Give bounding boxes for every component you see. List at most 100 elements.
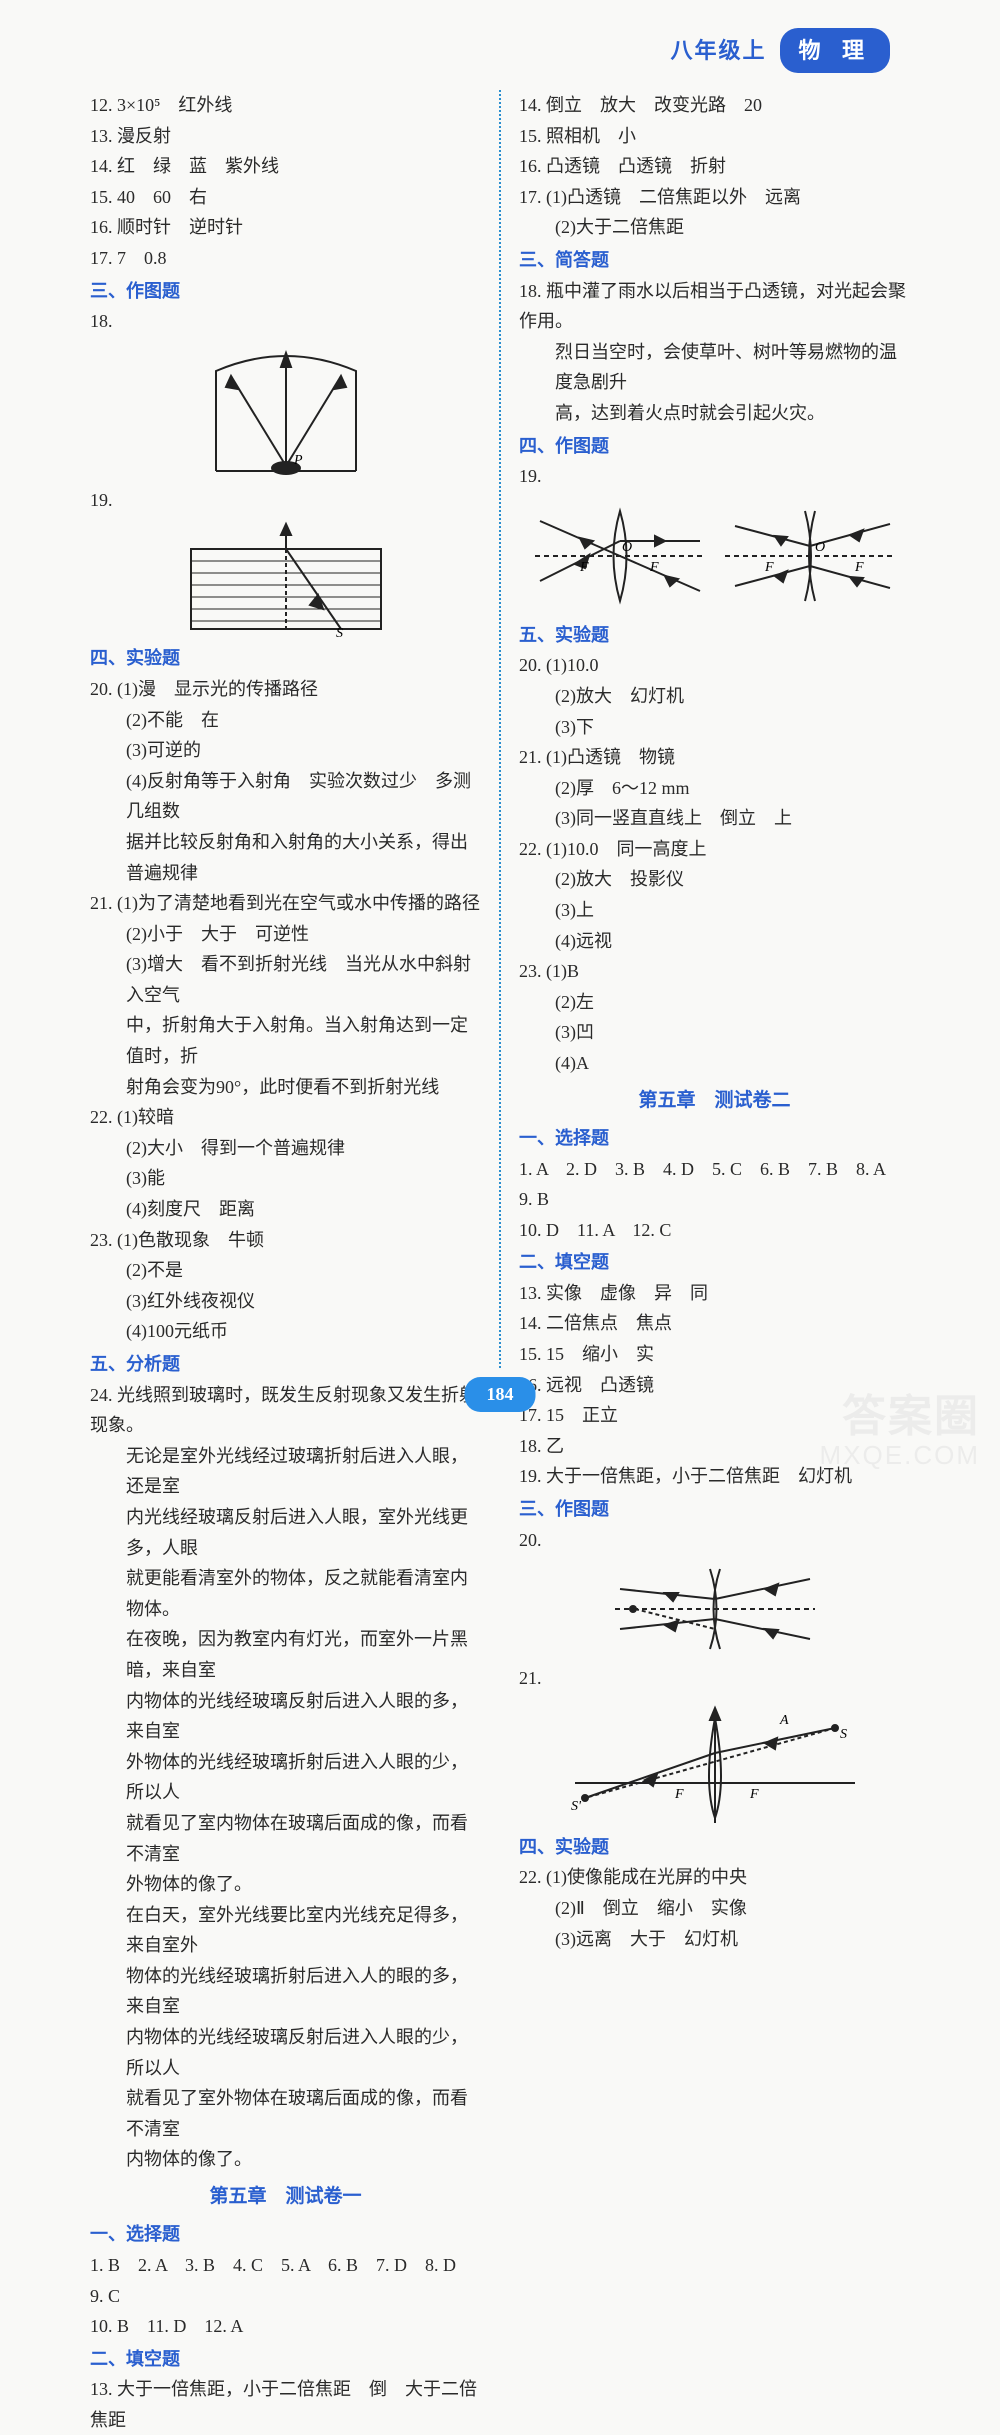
text-line: 15. 15 缩小 实 (519, 1339, 910, 1370)
section-heading: 一、选择题 (90, 2219, 481, 2250)
label-S: S (840, 1727, 847, 1742)
label-S: S (336, 626, 343, 639)
section-heading: 三、简答题 (519, 245, 910, 276)
text-line: 14. 二倍焦点 焦点 (519, 1308, 910, 1339)
content-columns: 12. 3×10⁵ 红外线 13. 漫反射 14. 红 绿 蓝 紫外线 15. … (80, 90, 920, 1368)
text-line: 18. 瓶中灌了雨水以后相当于凸透镜，对光起会聚作用。 (519, 276, 910, 337)
label-F: F (764, 560, 774, 575)
text-line: 物体的光线经玻璃折射后进入人的眼的多，来自室 (90, 1961, 481, 2022)
label-F: F (579, 560, 589, 575)
text-line: (4)刻度尺 距离 (90, 1194, 481, 1225)
text-line: (3)下 (519, 712, 910, 743)
label-O: O (815, 540, 825, 555)
text-line: 21. (1)为了清楚地看到光在空气或水中传播的路径 (90, 888, 481, 919)
text-line: 21. (1)凸透镜 物镜 (519, 742, 910, 773)
section-heading: 四、作图题 (519, 431, 910, 462)
text-line: 1. B 2. A 3. B 4. C 5. A 6. B 7. D 8. D … (90, 2250, 481, 2311)
text-line: (2)左 (519, 987, 910, 1018)
text-line: 中，折射角大于入射角。当入射角达到一定值时，折 (90, 1010, 481, 1071)
text-line: 23. (1)B (519, 956, 910, 987)
text-line: (3)可逆的 (90, 735, 481, 766)
text-line: 在夜晚，因为教室内有灯光，而室外一片黑暗，来自室 (90, 1624, 481, 1685)
diagram-mirror: P (186, 341, 386, 481)
text-line: (2)放大 幻灯机 (519, 681, 910, 712)
label-Sp: S' (571, 1799, 582, 1814)
text-line: (2)小于 大于 可逆性 (90, 919, 481, 950)
section-heading: 二、填空题 (90, 2344, 481, 2375)
text-line: 内光线经玻璃反射后进入人眼，室外光线更多，人眼 (90, 1502, 481, 1563)
text-line: 烈日当空时，会使草叶、树叶等易燃物的温度急剧升 (519, 337, 910, 398)
text-line: 12. 3×10⁵ 红外线 (90, 90, 481, 121)
text-line: 14. 倒立 放大 改变光路 20 (519, 90, 910, 121)
text-line: (4)反射角等于入射角 实验次数过少 多测几组数 (90, 766, 481, 827)
diagram-concave (605, 1559, 825, 1659)
text-line: 19. (519, 461, 910, 492)
text-line: (3)同一竖直直线上 倒立 上 (519, 803, 910, 834)
watermark: 答案圈 MXQE.COM (820, 1393, 980, 1470)
watermark-line1: 答案圈 (820, 1393, 980, 1441)
text-line: 13. 大于一倍焦距，小于二倍焦距 倒 大于二倍焦距 (90, 2374, 481, 2435)
text-line: (4)100元纸币 (90, 1316, 481, 1347)
text-line: 内物体的光线经玻璃反射后进入人眼的多，来自室 (90, 1686, 481, 1747)
text-line: (2)放大 投影仪 (519, 864, 910, 895)
chapter-heading: 第五章 测试卷二 (519, 1085, 910, 1117)
text-line: (3)增大 看不到折射光线 当光从水中斜射入空气 (90, 949, 481, 1010)
text-line: 据并比较反射角和入射角的大小关系，得出普遍规律 (90, 827, 481, 888)
column-divider (499, 90, 501, 1368)
section-heading: 三、作图题 (90, 276, 481, 307)
text-line: 在白天，室外光线要比室内光线充足得多，来自室外 (90, 1900, 481, 1961)
diagram-rays: A S S' F F (565, 1698, 865, 1828)
section-heading: 四、实验题 (90, 643, 481, 674)
text-line: 19. (90, 485, 481, 516)
text-line: 10. D 11. A 12. C (519, 1215, 910, 1246)
text-line: 10. B 11. D 12. A (90, 2311, 481, 2342)
right-column: 14. 倒立 放大 改变光路 20 15. 照相机 小 16. 凸透镜 凸透镜 … (509, 90, 920, 1368)
text-line: 16. 凸透镜 凸透镜 折射 (519, 151, 910, 182)
label-O: O (622, 540, 632, 555)
text-line: (3)上 (519, 895, 910, 926)
page-number: 184 (465, 1377, 536, 1412)
text-line: 13. 实像 虚像 异 同 (519, 1278, 910, 1309)
text-line: 22. (1)使像能成在光屏的中央 (519, 1862, 910, 1893)
section-heading: 五、分析题 (90, 1349, 481, 1380)
diagram-water: S (176, 519, 396, 639)
text-line: 20. (1)漫 显示光的传播路径 (90, 674, 481, 705)
text-line: 20. (519, 1525, 910, 1556)
label-F: F (749, 1787, 759, 1802)
text-line: 17. (1)凸透镜 二倍焦距以外 远离 (519, 182, 910, 213)
grade-label: 八年级上 (670, 32, 766, 69)
text-line: (2)大于二倍焦距 (519, 212, 910, 243)
text-line: (2)厚 6～12 mm (519, 773, 910, 804)
subject-pill: 物 理 (780, 28, 890, 73)
section-heading: 五、实验题 (519, 620, 910, 651)
text-line: (3)红外线夜视仪 (90, 1286, 481, 1317)
text-line: 1. A 2. D 3. B 4. D 5. C 6. B 7. B 8. A … (519, 1154, 910, 1215)
chapter-heading: 第五章 测试卷一 (90, 2181, 481, 2213)
label-A: A (779, 1713, 789, 1728)
text-line: 21. (519, 1663, 910, 1694)
text-line: 内物体的像了。 (90, 2144, 481, 2175)
text-line: 20. (1)10.0 (519, 650, 910, 681)
text-line: (2)不是 (90, 1255, 481, 1286)
text-line: (2)大小 得到一个普遍规律 (90, 1133, 481, 1164)
label-F: F (649, 560, 659, 575)
text-line: 18. (90, 306, 481, 337)
text-line: 22. (1)较暗 (90, 1102, 481, 1133)
section-heading: 四、实验题 (519, 1832, 910, 1863)
label-F: F (854, 560, 864, 575)
text-line: (2)Ⅱ 倒立 缩小 实像 (519, 1893, 910, 1924)
text-line: (3)远离 大于 幻灯机 (519, 1924, 910, 1955)
text-line: 13. 漫反射 (90, 121, 481, 152)
text-line: 射角会变为90°，此时便看不到折射光线 (90, 1072, 481, 1103)
text-line: 15. 40 60 右 (90, 182, 481, 213)
text-line: 17. 7 0.8 (90, 243, 481, 274)
text-line: 16. 顺时针 逆时针 (90, 212, 481, 243)
text-line: 14. 红 绿 蓝 紫外线 (90, 151, 481, 182)
text-line: 就看见了室外物体在玻璃后面成的像，而看不清室 (90, 2083, 481, 2144)
text-line: (4)远视 (519, 926, 910, 957)
text-line: 23. (1)色散现象 牛顿 (90, 1225, 481, 1256)
text-line: (2)不能 在 (90, 705, 481, 736)
section-heading: 一、选择题 (519, 1123, 910, 1154)
section-heading: 三、作图题 (519, 1494, 910, 1525)
text-line: 高，达到着火点时就会引起火灾。 (519, 398, 910, 429)
